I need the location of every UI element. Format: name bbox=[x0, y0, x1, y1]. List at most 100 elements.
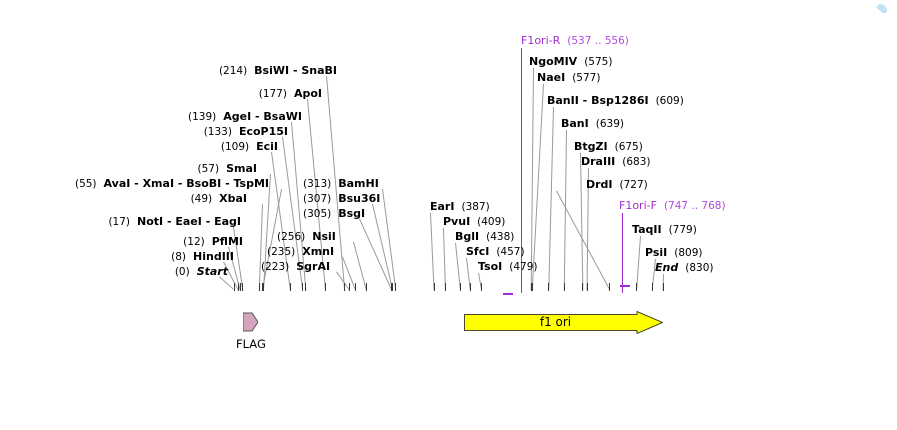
enzyme-label-HindIII[interactable]: (8) HindIII bbox=[171, 251, 234, 264]
enzyme-position: (307) bbox=[303, 193, 332, 205]
enzyme-label-AvaI-XmaI-BsoBI-TspMI[interactable]: (55) AvaI - XmaI - BsoBI - TspMI bbox=[75, 177, 269, 191]
enzyme-label-End[interactable]: End (830) bbox=[655, 261, 713, 275]
restriction-site-tick bbox=[305, 283, 307, 291]
enzyme-name-separator: - bbox=[174, 177, 187, 190]
enzyme-position: (8) bbox=[171, 251, 187, 263]
enzyme-name: SfcI bbox=[466, 245, 490, 258]
enzyme-label-BanII-Bsp1286I[interactable]: BanII - Bsp1286I (609) bbox=[547, 94, 684, 108]
enzyme-position: (214) bbox=[218, 65, 248, 77]
restriction-site-tick bbox=[651, 283, 653, 291]
enzyme-position: (57) bbox=[197, 163, 220, 175]
enzyme-position: (12) bbox=[183, 236, 205, 248]
enzyme-name: PsiI bbox=[645, 246, 668, 259]
enzyme-position: (675) bbox=[614, 141, 643, 153]
enzyme-name: TaqII bbox=[632, 223, 662, 236]
restriction-site-tick bbox=[433, 283, 435, 291]
enzyme-name: BsgI bbox=[338, 207, 366, 220]
feature-FLAG[interactable] bbox=[242, 310, 259, 334]
primer-name: F1ori-F bbox=[619, 199, 657, 212]
restriction-site-tick bbox=[365, 283, 367, 291]
enzyme-label-NotI-EaeI-EagI[interactable]: (17) NotI - EaeI - EagI bbox=[108, 215, 241, 229]
enzyme-name-separator: - bbox=[289, 64, 302, 77]
restriction-site-tick bbox=[582, 283, 584, 291]
enzyme-name: EaeI bbox=[175, 215, 202, 228]
enzyme-label-DraIII[interactable]: DraIII (683) bbox=[581, 156, 651, 169]
enzyme-label-TsoI[interactable]: TsoI (479) bbox=[478, 260, 537, 274]
enzyme-label-TaqII[interactable]: TaqII (779) bbox=[632, 223, 697, 237]
leader-BtgZI bbox=[580, 152, 584, 290]
enzyme-label-BanI[interactable]: BanI (639) bbox=[561, 117, 624, 131]
enzyme-name: ApoI bbox=[293, 87, 322, 100]
enzyme-label-SmaI[interactable]: (57) SmaI bbox=[197, 162, 257, 176]
restriction-site-tick bbox=[481, 283, 483, 291]
enzyme-name: BtgZI bbox=[574, 140, 608, 153]
restriction-site-tick bbox=[392, 283, 394, 291]
enzyme-name: BsaWI bbox=[263, 110, 302, 123]
enzyme-position: (577) bbox=[572, 72, 601, 84]
enzyme-position: (235) bbox=[267, 246, 296, 258]
enzyme-name: SmaI bbox=[226, 162, 257, 175]
enzyme-label-NaeI[interactable]: NaeI (577) bbox=[537, 71, 601, 85]
enzyme-label-DrdI[interactable]: DrdI (727) bbox=[586, 178, 648, 192]
enzyme-name: Bsp1286I bbox=[591, 94, 649, 107]
enzyme-label-Start[interactable]: (0) Start bbox=[174, 265, 228, 279]
enzyme-position: (49) bbox=[190, 193, 213, 205]
enzyme-position: (109) bbox=[220, 141, 250, 153]
enzyme-name: DrdI bbox=[586, 178, 613, 191]
leader-TaqII bbox=[636, 236, 641, 291]
enzyme-label-Bsu36I[interactable]: (307) Bsu36I bbox=[303, 193, 380, 206]
restriction-site-tick bbox=[242, 283, 244, 291]
enzyme-name: AgeI bbox=[223, 110, 252, 123]
enzyme-name: SgrAI bbox=[296, 260, 331, 273]
restriction-site-tick bbox=[348, 283, 350, 291]
enzyme-label-EciI[interactable]: (109) EciI bbox=[220, 141, 278, 154]
enzyme-name: End bbox=[655, 261, 679, 274]
enzyme-name: NaeI bbox=[537, 71, 566, 84]
restriction-site-tick bbox=[636, 283, 638, 291]
enzyme-position: (17) bbox=[108, 216, 130, 228]
enzyme-name-separator: - bbox=[163, 215, 176, 228]
enzyme-label-NsiI[interactable]: (256) NsiI bbox=[277, 230, 336, 244]
enzyme-label-XmnI[interactable]: (235) XmnI bbox=[267, 246, 334, 259]
enzyme-label-EarI[interactable]: EarI (387) bbox=[430, 201, 490, 214]
primer-leader-F1ori-F bbox=[622, 213, 623, 293]
enzyme-label-PvuI[interactable]: PvuI (409) bbox=[443, 215, 506, 229]
enzyme-position: (139) bbox=[187, 111, 217, 123]
restriction-site-tick bbox=[531, 283, 533, 291]
restriction-site-tick bbox=[324, 283, 326, 291]
enzyme-label-ApoI[interactable]: (177) ApoI bbox=[259, 87, 322, 101]
enzyme-name-separator: - bbox=[251, 110, 264, 123]
restriction-site-tick bbox=[289, 283, 291, 291]
enzyme-label-BglI[interactable]: BglI (438) bbox=[455, 231, 514, 244]
enzyme-position: (0) bbox=[174, 266, 190, 278]
enzyme-label-NgoMIV[interactable]: NgoMIV (575) bbox=[529, 56, 612, 69]
enzyme-label-BsgI[interactable]: (305) BsgI bbox=[303, 207, 366, 221]
restriction-site-tick bbox=[237, 283, 239, 291]
enzyme-label-BsiWI-SnaBI[interactable]: (214) BsiWI - SnaBI bbox=[218, 64, 337, 78]
enzyme-name-separator: - bbox=[201, 215, 215, 228]
enzyme-label-SgrAI[interactable]: (223) SgrAI bbox=[261, 260, 331, 274]
enzyme-label-EcoP15I[interactable]: (133) EcoP15I bbox=[204, 126, 288, 139]
primer-label-F1ori-R[interactable]: F1ori-R (537 .. 556) bbox=[521, 35, 629, 48]
primer-label-F1ori-F[interactable]: F1ori-F (747 .. 768) bbox=[619, 199, 726, 213]
enzyme-name: Start bbox=[196, 265, 228, 278]
leader-EarI bbox=[430, 212, 435, 290]
enzyme-label-BamHI[interactable]: (313) BamHI bbox=[303, 178, 379, 191]
enzyme-name: PvuI bbox=[443, 215, 471, 228]
enzyme-label-BtgZI[interactable]: BtgZI (675) bbox=[574, 140, 643, 154]
enzyme-name: EagI bbox=[214, 215, 241, 228]
enzyme-label-AgeI-BsaWI[interactable]: (139) AgeI - BsaWI bbox=[187, 110, 302, 124]
enzyme-label-PsiI[interactable]: PsiI (809) bbox=[645, 246, 703, 260]
enzyme-position: (409) bbox=[477, 216, 506, 228]
enzyme-name-separator: - bbox=[221, 177, 234, 190]
enzyme-name: BanI bbox=[561, 117, 589, 130]
leader-NaeI bbox=[531, 84, 544, 291]
enzyme-name: TsoI bbox=[478, 260, 503, 273]
restriction-site-tick bbox=[530, 283, 532, 291]
enzyme-label-SfcI[interactable]: SfcI (457) bbox=[466, 245, 525, 259]
enzyme-label-PflMI[interactable]: (12) PflMI bbox=[183, 236, 243, 249]
feature-f1-ori[interactable] bbox=[464, 310, 664, 335]
enzyme-name: NsiI bbox=[312, 230, 336, 243]
enzyme-label-XbaI[interactable]: (49) XbaI bbox=[190, 193, 247, 206]
enzyme-position: (387) bbox=[461, 201, 490, 213]
